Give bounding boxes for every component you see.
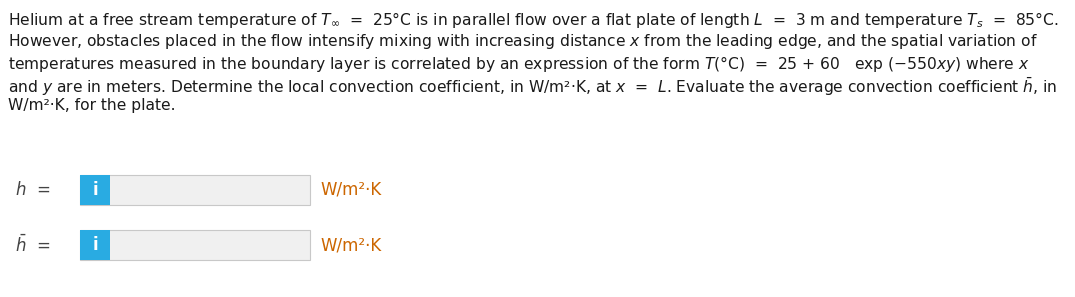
Bar (80, 175, 110, 205)
Text: W/m²·K: W/m²·K (320, 236, 382, 254)
Text: W/m²·K: W/m²·K (320, 181, 382, 199)
Text: W/m²·K, for the plate.: W/m²·K, for the plate. (8, 98, 175, 113)
Bar (80, 230, 110, 260)
Bar (80, 230, 310, 260)
Text: $\bar{h}$  =: $\bar{h}$ = (15, 234, 51, 256)
Text: i: i (92, 236, 98, 254)
Text: $h$  =: $h$ = (15, 181, 51, 199)
Bar (80, 175, 310, 205)
Text: temperatures measured in the boundary layer is correlated by an expression of th: temperatures measured in the boundary la… (8, 54, 1030, 74)
Text: i: i (92, 181, 98, 199)
Text: However, obstacles placed in the flow intensify mixing with increasing distance : However, obstacles placed in the flow in… (8, 32, 1038, 51)
Text: Helium at a free stream temperature of $T_\infty$  =  25°C is in parallel flow o: Helium at a free stream temperature of $… (8, 10, 1059, 30)
Text: and $y$ are in meters. Determine the local convection coefficient, in W/m²·K, at: and $y$ are in meters. Determine the loc… (8, 76, 1058, 98)
